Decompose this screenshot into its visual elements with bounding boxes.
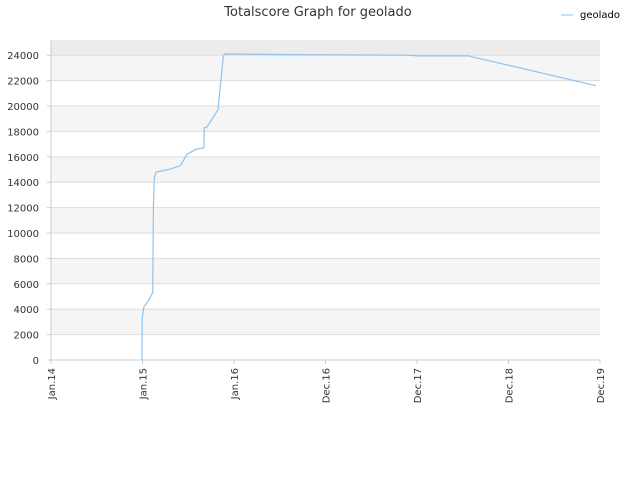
y-tick-label: 4000 <box>14 305 39 316</box>
y-tick-label: 8000 <box>14 254 39 265</box>
grid-band <box>51 106 600 132</box>
grid-band <box>51 309 600 335</box>
grid-band <box>51 258 600 284</box>
y-tick-label: 2000 <box>14 331 39 342</box>
y-axis-ticks: 0 2000 4000 6000 8000 10000 12000 14000 16000 180… <box>7 51 51 367</box>
y-tick-label: 0 <box>33 356 39 367</box>
grid-band <box>51 80 600 107</box>
x-tick-label: Jan.15 <box>139 368 150 400</box>
grid-band <box>51 182 600 208</box>
x-tick-label: Dec.18 <box>505 368 516 403</box>
x-tick-label: Dec.19 <box>596 368 607 403</box>
x-tick-label: Dec.17 <box>413 368 424 403</box>
x-axis-ticks: Jan.14 Jan.15 Jan.16 Dec.16 Dec.17 Dec.18 Dec.… <box>47 360 607 403</box>
series-line-geolado <box>141 53 597 361</box>
y-tick-label: 10000 <box>7 229 39 240</box>
chart-title: Totalscore Graph for geolado <box>223 5 411 20</box>
y-tick-label: 12000 <box>7 204 39 215</box>
grid-band <box>51 334 600 360</box>
x-tick-label: Jan.16 <box>230 368 241 400</box>
grid-band <box>51 131 600 157</box>
legend-label-geolado: geolado <box>580 10 620 21</box>
y-tick-label: 22000 <box>7 77 39 88</box>
series-layer <box>141 53 597 361</box>
grid-band <box>51 233 600 259</box>
grid-band <box>51 55 600 81</box>
x-tick-label: Dec.16 <box>322 368 333 403</box>
y-tick-label: 24000 <box>7 51 39 62</box>
y-tick-label: 6000 <box>14 280 39 291</box>
grid-band <box>51 283 600 310</box>
grid-bands <box>51 40 600 360</box>
y-tick-label: 16000 <box>7 153 39 164</box>
y-tick-label: 20000 <box>7 102 39 113</box>
legend: geolado <box>561 10 620 21</box>
y-tick-label: 18000 <box>7 127 39 138</box>
grid-band <box>51 40 600 56</box>
x-tick-label: Jan.14 <box>47 368 58 400</box>
y-tick-label: 14000 <box>7 178 39 189</box>
grid-band <box>51 156 600 183</box>
grid-band <box>51 207 600 234</box>
